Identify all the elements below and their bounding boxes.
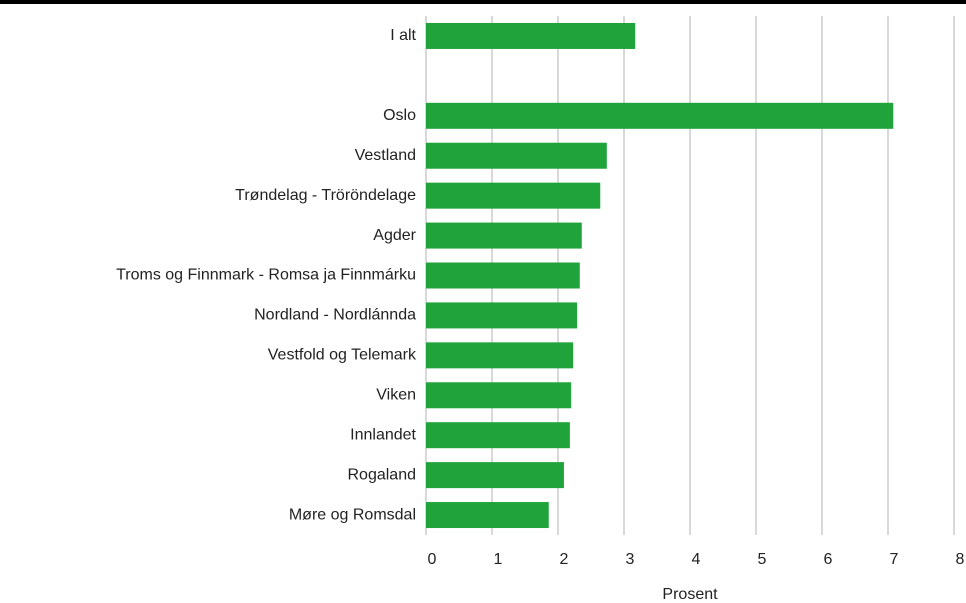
bar (426, 382, 572, 409)
top-border (0, 0, 966, 4)
x-axis-label: Prosent (662, 586, 718, 603)
y-tick-label: Agder (373, 227, 416, 244)
x-tick-label: 1 (494, 551, 503, 568)
y-tick-label: Rogaland (348, 466, 417, 483)
bar (426, 222, 582, 249)
bar (426, 262, 580, 289)
bar (426, 182, 601, 209)
y-tick-label: Vestland (355, 147, 416, 164)
bar (426, 342, 574, 369)
bar (426, 102, 894, 129)
y-tick-label: Vestfold og Telemark (268, 347, 417, 364)
y-tick-label: Trøndelag - Tröröndelage (235, 187, 416, 204)
y-tick-label: Innlandet (350, 426, 416, 443)
bar (426, 422, 570, 449)
y-tick-label: Nordland - Nordlánnda (254, 307, 416, 324)
bar (426, 502, 549, 529)
x-tick-label: 3 (626, 551, 635, 568)
bar (426, 22, 636, 49)
bar (426, 462, 564, 489)
y-tick-label: I alt (390, 27, 416, 44)
x-tick-label: 6 (824, 551, 833, 568)
y-tick-label: Viken (376, 386, 416, 403)
y-tick-label: Oslo (383, 107, 416, 124)
x-tick-label: 4 (692, 551, 701, 568)
x-tick-label: 2 (560, 551, 569, 568)
bar (426, 142, 607, 169)
x-tick-label: 7 (890, 551, 899, 568)
y-tick-label: Møre og Romsdal (289, 506, 416, 523)
y-tick-label: Troms og Finnmark - Romsa ja Finnmárku (116, 267, 416, 284)
bar (426, 302, 578, 329)
x-tick-label: 0 (428, 551, 437, 568)
x-tick-label: 8 (956, 551, 965, 568)
x-tick-label: 5 (758, 551, 767, 568)
